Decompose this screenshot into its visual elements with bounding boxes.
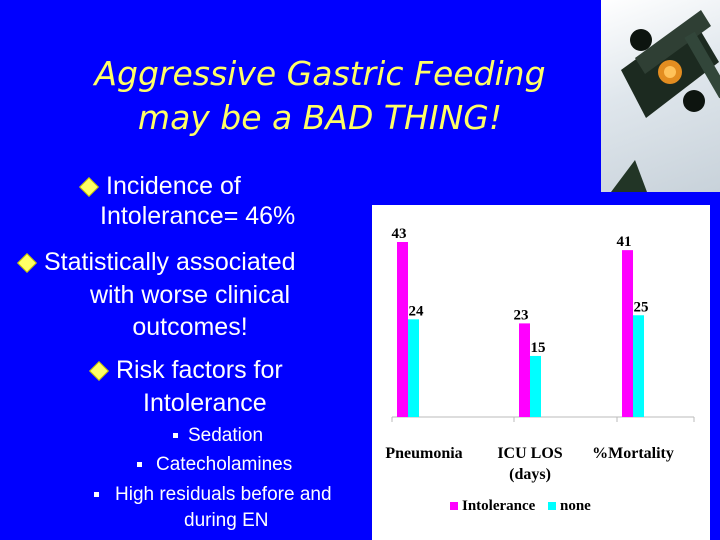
square-bullet-icon bbox=[94, 492, 99, 497]
data-label: 23 bbox=[514, 307, 529, 323]
slide-title: Aggressive Gastric Feeding may be a BAD … bbox=[40, 52, 600, 140]
bar-none-mortality bbox=[633, 315, 644, 417]
diamond-bullet-icon bbox=[89, 361, 109, 382]
legend-swatch-intolerance bbox=[450, 502, 458, 510]
bar-intolerance-iculos bbox=[519, 323, 530, 417]
bar-none-iculos bbox=[530, 355, 541, 417]
square-bullet-icon bbox=[137, 462, 142, 467]
square-bullet-icon bbox=[173, 433, 178, 438]
diamond-bullet-icon bbox=[17, 253, 37, 274]
data-label: 43 bbox=[392, 226, 407, 242]
category-label: ICU LOS bbox=[497, 445, 562, 462]
legend-swatch-none bbox=[548, 502, 556, 510]
traffic-light-photo bbox=[601, 0, 720, 192]
data-label: 25 bbox=[634, 299, 649, 315]
bullet-risk-factors-text: Risk factors for bbox=[116, 356, 283, 384]
legend-label-intolerance: Intolerance bbox=[462, 498, 536, 514]
category-sublabel: (days) bbox=[509, 466, 551, 483]
bar-chart: 43 24 Pneumonia 23 15 ICU LOS (days) 41 25 %Morta… bbox=[372, 205, 710, 540]
data-label: 15 bbox=[531, 340, 546, 356]
bullet-incidence-cont: Intolerance= 46% bbox=[100, 202, 296, 230]
data-label: 24 bbox=[409, 303, 425, 319]
sub-bullet-catecholamines: Catecholamines bbox=[156, 454, 293, 475]
bullet-statistically: Statistically associated bbox=[17, 247, 296, 277]
bar-chart-svg: 43 24 Pneumonia 23 15 ICU LOS (days) 41 25 %Morta… bbox=[385, 226, 695, 514]
title-line-2: may be a BAD THING! bbox=[137, 98, 503, 137]
bullet-statistically-cont-1: with worse clinical bbox=[89, 281, 291, 309]
bullet-statistically-text: Statistically associated bbox=[44, 248, 296, 276]
category-label: Pneumonia bbox=[385, 445, 462, 462]
bar-none-pneumonia bbox=[408, 319, 419, 417]
diamond-bullet-icon bbox=[79, 177, 99, 198]
bullet-incidence: Incidence of bbox=[79, 171, 241, 201]
bullet-risk-factors-cont: Intolerance bbox=[143, 389, 267, 417]
sub-bullet-high-residuals-cont: during EN bbox=[184, 510, 269, 531]
sub-bullet-high-residuals: High residuals before and bbox=[115, 484, 332, 505]
bar-intolerance-pneumonia bbox=[397, 242, 408, 417]
legend-label-none: none bbox=[560, 498, 591, 514]
data-label: 41 bbox=[617, 234, 632, 250]
title-line-1: Aggressive Gastric Feeding bbox=[94, 54, 546, 93]
bullet-statistically-cont-2: outcomes! bbox=[132, 313, 248, 341]
bullet-risk-factors: Risk factors for bbox=[89, 355, 283, 385]
bullet-incidence-text: Incidence of bbox=[106, 172, 241, 200]
sub-bullet-sedation: Sedation bbox=[188, 425, 264, 446]
category-label: %Mortality bbox=[592, 445, 674, 462]
traffic-light-icon bbox=[611, 10, 720, 192]
bar-intolerance-mortality bbox=[622, 250, 633, 417]
